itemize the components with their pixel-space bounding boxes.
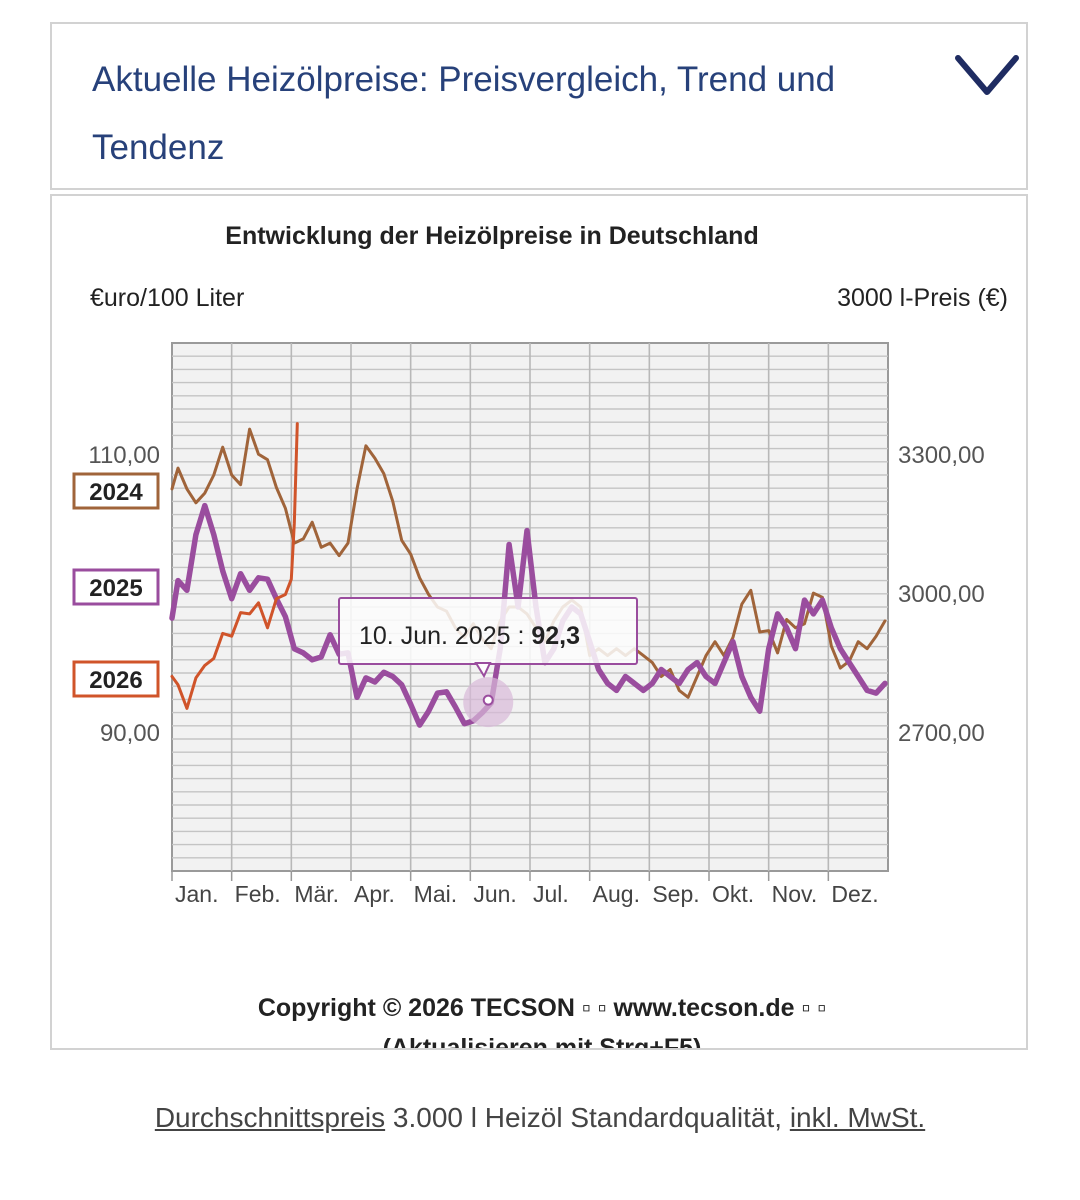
tooltip-value: 92,3 [531, 622, 580, 650]
average-price-link[interactable]: Durchschnittspreis [154, 1102, 386, 1133]
x-tick-label: Sep. [652, 881, 699, 907]
chart-box-border [50, 1048, 1028, 1050]
x-tick-label: Feb. [235, 881, 281, 907]
chart-container: Entwicklung der Heizölpreise in Deutschl… [50, 194, 1028, 1050]
footer-text: 3.000 l Heizöl Standardqualität, [385, 1102, 790, 1133]
x-tick-label: Dez. [831, 881, 878, 907]
y-tick-label-right: 2700,00 [898, 720, 985, 747]
x-tick-label: Mai. [414, 881, 457, 907]
legend-label-2025: 2025 [89, 575, 142, 602]
y-tick-label-left: 110,00 [88, 442, 160, 469]
price-chart: Entwicklung der Heizölpreise in Deutschl… [72, 222, 1008, 1050]
series-line-2025[interactable] [169, 502, 888, 728]
x-tick-label: Okt. [712, 881, 754, 907]
y-tick-label-left: 90,00 [100, 720, 160, 747]
footer-note: Durchschnittspreis 3.000 l Heizöl Standa… [0, 1102, 1080, 1134]
legend-label-2026: 2026 [89, 667, 142, 694]
copyright-text[interactable]: Copyright © 2026 TECSON ▫ ▫ www.tecson.d… [258, 994, 826, 1022]
legend-box-2025[interactable] [72, 568, 160, 606]
tooltip-pointer [474, 662, 492, 679]
chevron-down-icon[interactable] [954, 52, 1020, 100]
accordion-title[interactable]: Aktuelle Heizölpreise: Preisvergleich, T… [92, 60, 836, 167]
y-tick-label-right: 3000,00 [898, 581, 985, 608]
refresh-note: (Aktualisieren mit Strg+F5) [383, 1034, 702, 1050]
x-tick-label: Mär. [294, 881, 339, 907]
tooltip-text: 10. Jun. 2025 : 92,3 [359, 622, 580, 650]
y-tick-label-right: 3300,00 [898, 442, 985, 469]
hover-marker[interactable] [482, 694, 494, 706]
y-axis-label-right: 3000 l-Preis (€) [837, 284, 1008, 312]
x-tick-label: Jul. [533, 881, 569, 907]
tooltip-date: 10. Jun. 2025 : [359, 622, 531, 650]
x-tick-label: Jun. [473, 881, 516, 907]
x-tick-label: Nov. [772, 881, 818, 907]
x-tick-label: Jan. [175, 881, 218, 907]
legend-box-2024[interactable] [72, 472, 160, 510]
y-axis-label-left: €uro/100 Liter [90, 284, 244, 312]
vat-link[interactable]: inkl. MwSt. [789, 1102, 926, 1133]
legend-label-2024: 2024 [89, 479, 143, 506]
accordion-header[interactable]: Aktuelle Heizölpreise: Preisvergleich, T… [50, 22, 1028, 190]
series-line-2026[interactable] [170, 422, 299, 710]
x-tick-label: Apr. [354, 881, 395, 907]
legend-box-2026[interactable] [72, 660, 160, 698]
x-tick-label: Aug. [593, 881, 640, 907]
chart-title: Entwicklung der Heizölpreise in Deutschl… [225, 222, 758, 250]
